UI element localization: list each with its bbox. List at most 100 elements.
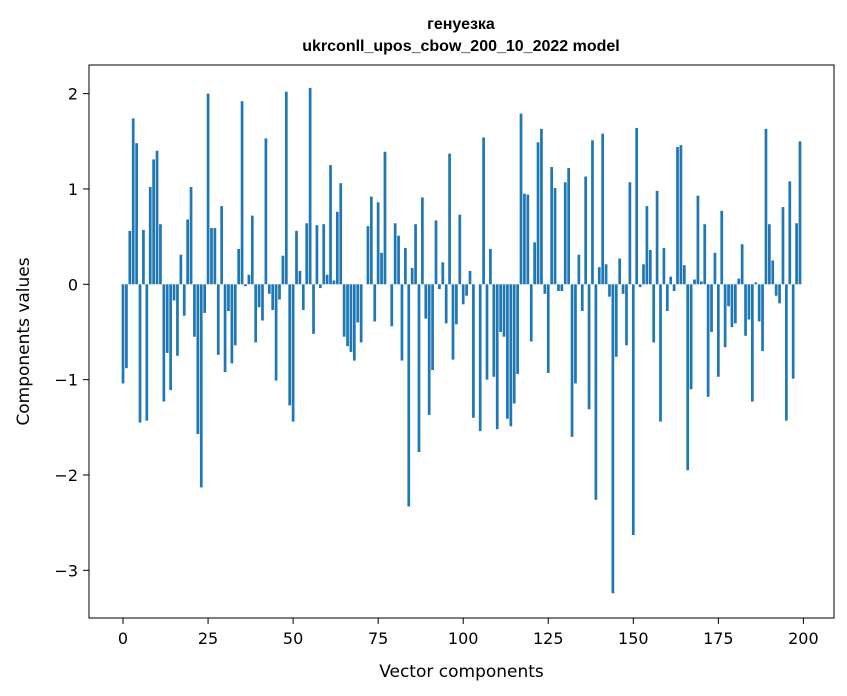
bar-70 [359,284,363,343]
x-tick-label: 75 [368,629,388,648]
bar-194 [781,207,785,285]
bar-96 [448,153,451,285]
bar-97 [451,284,455,360]
bar-147 [621,284,625,294]
bar-12 [162,284,166,402]
y-tick-label: 0 [68,275,78,294]
bar-56 [312,284,315,334]
bar-77 [383,151,387,285]
bar-134 [577,254,581,285]
bar-190 [768,224,771,285]
bar-66 [346,284,349,347]
bar-117 [519,113,523,285]
bar-3 [131,118,135,285]
bar-8 [148,187,152,285]
bar-84 [407,284,411,507]
bar-94 [441,262,445,285]
x-axis-label: Vector components [379,662,544,682]
chart-title-line-2: ukrconll_upos_cbow_200_10_2022 model [302,38,619,55]
bar-151 [635,127,639,285]
bar-170 [699,281,703,285]
bar-131 [567,167,571,285]
bar-156 [652,284,656,343]
bar-159 [662,248,666,285]
bar-118 [523,193,526,285]
bar-154 [645,206,649,285]
bar-59 [322,224,326,285]
bar-115 [512,284,516,404]
x-tick-label: 0 [118,629,128,648]
bar-184 [747,284,751,320]
bar-20 [189,187,193,285]
bar-197 [791,284,795,379]
x-tick-label: 125 [533,629,564,648]
bar-17 [179,254,183,285]
bar-61 [329,165,332,285]
bar-173 [710,284,713,332]
bar-111 [499,284,502,332]
bar-175 [716,284,720,377]
x-tick-label: 150 [618,629,649,648]
bar-87 [417,284,421,453]
bar-92 [434,220,438,285]
bar-161 [669,276,673,285]
bar-22 [196,284,200,434]
bar-166 [686,284,690,471]
bar-132 [570,284,574,437]
bar-4 [135,143,138,285]
bar-1 [125,284,128,369]
bar-82 [400,284,404,361]
bar-60 [325,274,329,285]
bar-110 [495,284,499,430]
bar-157 [655,190,659,285]
bar-105 [478,284,482,432]
bar-116 [516,284,519,374]
bar-41 [261,284,264,321]
bar-72 [366,226,370,285]
chart-title-line-1: генуезка [427,16,495,33]
bar-127 [553,187,557,285]
bar-169 [696,195,700,285]
bar-108 [489,249,492,285]
bar-5 [138,284,142,423]
bar-6 [142,229,145,285]
bar-107 [485,284,489,380]
bar-198 [795,223,798,285]
bar-109 [492,284,496,377]
bar-45 [274,284,278,381]
bar-10 [155,150,159,285]
bar-177 [723,284,727,348]
bar-179 [730,284,734,328]
y-tick-label: −3 [54,561,78,580]
bar-79 [390,284,394,327]
bar-15 [172,284,176,301]
bar-174 [713,252,717,285]
bar-42 [264,138,268,285]
bar-106 [482,137,485,285]
bar-164 [679,145,683,285]
bar-119 [526,194,530,285]
bar-146 [618,258,622,285]
bar-88 [421,197,424,285]
bar-192 [774,284,778,296]
bar-178 [727,284,730,307]
bar-188 [761,284,764,352]
bar-93 [438,284,441,290]
bar-73 [369,196,373,285]
bar-183 [744,284,747,336]
bar-86 [414,224,417,285]
bar-168 [693,279,696,285]
bar-40 [257,284,261,308]
bar-37 [247,274,251,285]
y-axis-ticks: −3 −2 −1 0 1 2 [54,85,89,580]
bar-167 [689,284,693,390]
bar-44 [271,284,275,311]
bar-50 [291,284,295,422]
bar-19 [186,219,190,285]
x-tick-label: 50 [283,629,303,648]
bar-180 [733,284,737,324]
bar-171 [703,224,707,285]
bar-85 [410,268,414,285]
bar-29 [220,206,224,285]
